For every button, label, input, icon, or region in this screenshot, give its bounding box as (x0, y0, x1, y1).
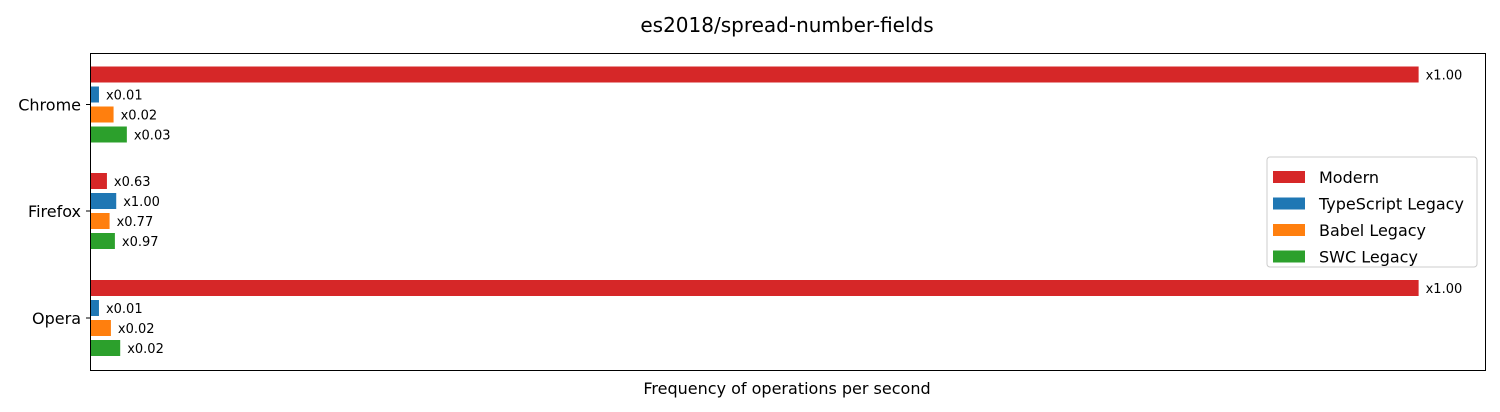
bar-opera-babel-legacy (91, 320, 111, 336)
bar-opera-modern (91, 280, 1419, 296)
legend: Modern TypeScript Legacy Babel Legacy SWC L… (1266, 156, 1478, 268)
y-axis-ticks: Chrome Firefox Opera (18, 96, 91, 328)
bar-opera-swc-legacy (91, 340, 121, 356)
data-label-firefox-typescript-legacy: x1.00 (123, 195, 160, 210)
data-label-firefox-modern: x0.63 (114, 175, 151, 190)
data-label-opera-babel-legacy: x0.02 (118, 322, 155, 337)
legend-swatch-typescript-legacy (1273, 197, 1305, 210)
data-label-chrome-typescript-legacy: x0.01 (106, 89, 143, 104)
legend-label-swc-legacy: SWC Legacy (1319, 248, 1418, 267)
bar-chrome-typescript-legacy (91, 86, 99, 103)
y-tick-label-chrome: Chrome (18, 96, 81, 115)
bar-chrome-modern (91, 66, 1419, 83)
plot-area-frame (90, 53, 1486, 371)
data-label-opera-typescript-legacy: x0.01 (106, 302, 143, 317)
legend-label-babel-legacy: Babel Legacy (1319, 221, 1426, 240)
bar-chrome-babel-legacy (91, 106, 114, 123)
bar-firefox-typescript-legacy (91, 193, 117, 209)
bar-opera-typescript-legacy (91, 300, 99, 316)
bar-chrome-swc-legacy (91, 126, 127, 143)
legend-box (1266, 156, 1478, 268)
data-label-firefox-swc-legacy: x0.97 (122, 235, 159, 250)
bar-firefox-babel-legacy (91, 213, 110, 229)
data-label-firefox-babel-legacy: x0.77 (117, 215, 154, 230)
data-label-opera-modern: x1.00 (1426, 282, 1463, 297)
bars-group: x1.00 x0.01 x0.02 x0.03 x0.63 x1.00 x0.77 x0.97… (91, 66, 1463, 357)
legend-swatch-babel-legacy (1273, 224, 1305, 236)
data-label-chrome-modern: x1.00 (1426, 69, 1463, 84)
bar-firefox-swc-legacy (91, 233, 115, 249)
chart-title: es2018/spread-number-fields (640, 13, 933, 37)
y-tick-label-opera: Opera (32, 309, 81, 328)
y-tick-label-firefox: Firefox (28, 202, 81, 221)
legend-swatch-modern (1273, 171, 1305, 183)
data-label-opera-swc-legacy: x0.02 (127, 342, 164, 357)
data-label-chrome-babel-legacy: x0.02 (121, 109, 158, 124)
bar-firefox-modern (91, 173, 107, 189)
legend-swatch-swc-legacy (1273, 250, 1305, 263)
data-label-chrome-swc-legacy: x0.03 (134, 129, 171, 144)
x-axis-label: Frequency of operations per second (643, 379, 930, 398)
legend-label-modern: Modern (1319, 168, 1379, 187)
legend-label-typescript-legacy: TypeScript Legacy (1318, 195, 1464, 214)
